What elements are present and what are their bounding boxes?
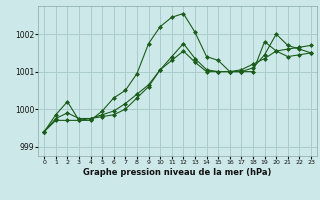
X-axis label: Graphe pression niveau de la mer (hPa): Graphe pression niveau de la mer (hPa) [84, 168, 272, 177]
